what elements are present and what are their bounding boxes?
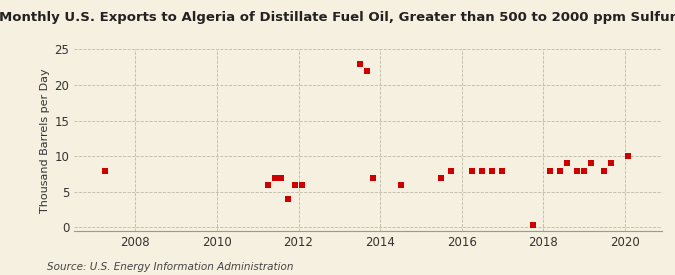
Point xyxy=(528,223,539,227)
Point xyxy=(466,168,477,173)
Y-axis label: Thousand Barrels per Day: Thousand Barrels per Day xyxy=(40,68,51,213)
Point xyxy=(545,168,556,173)
Point xyxy=(269,175,280,180)
Point xyxy=(572,168,583,173)
Point xyxy=(555,168,566,173)
Point xyxy=(361,69,372,73)
Point xyxy=(99,168,110,173)
Point xyxy=(477,168,487,173)
Point xyxy=(487,168,497,173)
Point xyxy=(368,175,379,180)
Point xyxy=(283,197,294,201)
Point xyxy=(606,161,617,166)
Point xyxy=(585,161,596,166)
Point xyxy=(290,183,300,187)
Point xyxy=(296,183,307,187)
Point xyxy=(562,161,572,166)
Point xyxy=(446,168,457,173)
Text: Monthly U.S. Exports to Algeria of Distillate Fuel Oil, Greater than 500 to 2000: Monthly U.S. Exports to Algeria of Disti… xyxy=(0,11,675,24)
Point xyxy=(354,62,365,66)
Point xyxy=(497,168,508,173)
Text: Source: U.S. Energy Information Administration: Source: U.S. Energy Information Administ… xyxy=(47,262,294,271)
Point xyxy=(395,183,406,187)
Point xyxy=(578,168,589,173)
Point xyxy=(436,175,447,180)
Point xyxy=(276,175,287,180)
Point xyxy=(622,154,633,158)
Point xyxy=(263,183,273,187)
Point xyxy=(599,168,610,173)
